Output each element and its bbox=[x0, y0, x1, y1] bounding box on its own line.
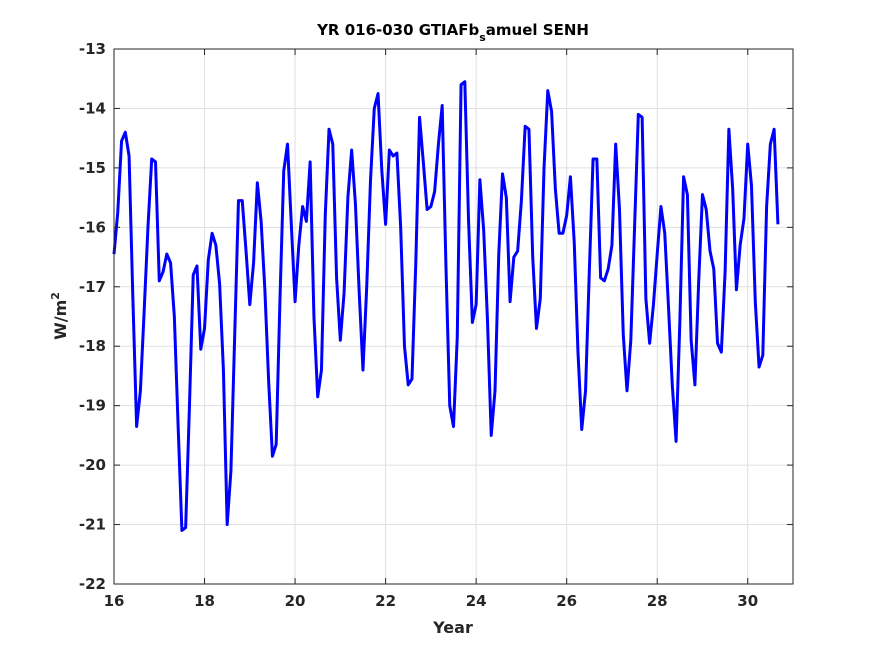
y-tick-label: -16 bbox=[79, 218, 106, 236]
y-tick-label: -20 bbox=[79, 456, 106, 474]
x-tick-label: 18 bbox=[194, 592, 215, 610]
y-axis-label: W/m2 bbox=[49, 292, 70, 340]
chart-title-subscript: s bbox=[479, 31, 486, 44]
data-series-line bbox=[112, 80, 780, 532]
plot-frame bbox=[113, 48, 794, 585]
y-tick-label: -15 bbox=[79, 159, 106, 177]
chart-title-rest: amuel SENH bbox=[486, 21, 589, 39]
x-tick-label: 20 bbox=[285, 592, 306, 610]
x-tick-label: 24 bbox=[466, 592, 487, 610]
x-tick-label: 28 bbox=[647, 592, 668, 610]
chart-title: YR 016-030 GTIAFbsamuel SENH bbox=[316, 21, 589, 44]
y-axis-label-superscript: 2 bbox=[49, 292, 62, 300]
y-tick-label: -13 bbox=[79, 40, 106, 58]
x-tick-label: 26 bbox=[556, 592, 577, 610]
y-tick-label: -22 bbox=[79, 575, 106, 593]
x-tick-label: 22 bbox=[375, 592, 396, 610]
x-axis-ticks: 16 18 20 22 24 26 28 30 bbox=[104, 49, 758, 610]
x-tick-label: 16 bbox=[104, 592, 125, 610]
y-tick-label: -19 bbox=[79, 397, 106, 415]
y-axis-ticks: -22 -21 -20 -19 -18 -17 -16 -15 -14 -13 bbox=[79, 40, 793, 593]
y-tick-label: -17 bbox=[79, 278, 106, 296]
y-tick-label: -14 bbox=[79, 99, 106, 117]
x-tick-label: 30 bbox=[737, 592, 758, 610]
y-tick-label: -18 bbox=[79, 337, 106, 355]
x-axis-label: Year bbox=[432, 618, 473, 637]
y-tick-label: -21 bbox=[79, 516, 106, 534]
y-axis-label-base: W/m bbox=[51, 300, 70, 340]
chart-title-main: YR 016-030 GTIAFb bbox=[316, 21, 479, 39]
x-gridlines bbox=[113, 49, 749, 584]
